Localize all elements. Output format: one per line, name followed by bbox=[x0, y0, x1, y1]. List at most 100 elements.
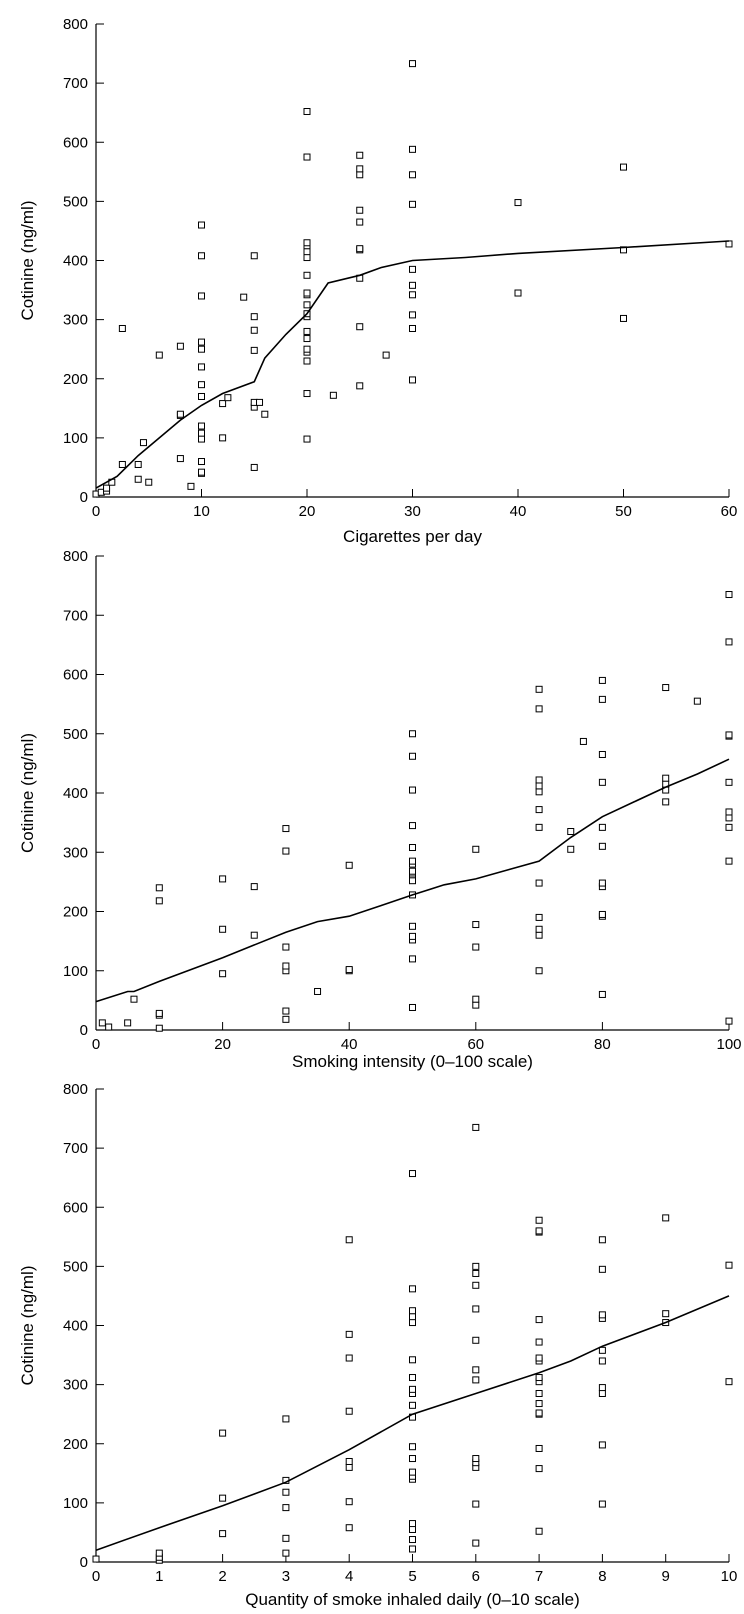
data-point bbox=[598, 1441, 606, 1449]
x-axis-label: Quantity of smoke inhaled daily (0–10 sc… bbox=[245, 1590, 580, 1609]
data-point bbox=[250, 326, 258, 334]
data-point bbox=[282, 847, 290, 855]
y-tick-label: 800 bbox=[63, 1081, 88, 1098]
y-tick-label: 600 bbox=[63, 1199, 88, 1216]
y-axis-label: Cotinine (ng/ml) bbox=[18, 201, 37, 321]
data-point bbox=[409, 867, 416, 875]
data-point bbox=[382, 351, 390, 359]
y-tick-label: 800 bbox=[63, 548, 88, 565]
data-point bbox=[282, 825, 290, 833]
data-point bbox=[282, 1549, 290, 1557]
data-point bbox=[329, 391, 337, 399]
x-tick-label: 0 bbox=[92, 1036, 100, 1053]
y-tick-label: 500 bbox=[63, 193, 88, 210]
data-point bbox=[198, 338, 205, 346]
data-point bbox=[598, 750, 606, 758]
data-point bbox=[535, 1400, 543, 1408]
data-point bbox=[250, 883, 258, 891]
data-point bbox=[535, 1465, 543, 1473]
data-point bbox=[155, 1024, 163, 1032]
data-point bbox=[409, 1545, 416, 1553]
x-tick-label: 5 bbox=[408, 1568, 416, 1585]
data-point bbox=[409, 1536, 416, 1544]
x-tick-label: 60 bbox=[467, 1036, 484, 1053]
data-point bbox=[472, 1376, 480, 1384]
data-point bbox=[198, 363, 205, 371]
fit-line bbox=[95, 240, 730, 489]
x-tick-label: 0 bbox=[92, 1568, 100, 1585]
data-point bbox=[598, 879, 606, 887]
data-point bbox=[198, 458, 205, 466]
data-point bbox=[139, 439, 147, 447]
data-point bbox=[155, 897, 163, 905]
data-point bbox=[535, 806, 543, 814]
y-tick-label: 300 bbox=[63, 1377, 88, 1394]
data-point bbox=[240, 293, 248, 301]
data-point bbox=[198, 292, 205, 300]
data-point bbox=[282, 1504, 290, 1512]
data-point bbox=[535, 1527, 543, 1535]
data-point bbox=[176, 455, 184, 463]
data-point bbox=[598, 1236, 606, 1244]
data-point bbox=[356, 171, 364, 179]
data-point bbox=[472, 1336, 480, 1344]
data-point bbox=[282, 962, 290, 970]
x-tick-label: 9 bbox=[662, 1568, 670, 1585]
data-point bbox=[598, 990, 606, 998]
x-tick-label: 2 bbox=[218, 1568, 226, 1585]
data-point bbox=[693, 697, 701, 705]
data-point bbox=[409, 877, 416, 885]
data-point bbox=[409, 1285, 416, 1293]
data-point bbox=[409, 311, 416, 319]
data-point bbox=[303, 357, 311, 365]
data-point bbox=[345, 1236, 353, 1244]
data-point bbox=[725, 731, 733, 739]
fit-line bbox=[95, 1295, 730, 1551]
data-point bbox=[356, 218, 364, 226]
data-point bbox=[514, 289, 522, 297]
data-point bbox=[409, 60, 416, 68]
data-point bbox=[124, 1019, 132, 1027]
data-point bbox=[409, 1385, 416, 1393]
x-tick-label: 60 bbox=[721, 503, 738, 520]
data-point bbox=[219, 434, 227, 442]
x-tick-label: 10 bbox=[721, 1568, 738, 1585]
y-tick-label: 700 bbox=[63, 1140, 88, 1157]
x-axis-label: Smoking intensity (0–100 scale) bbox=[292, 1052, 533, 1071]
data-point bbox=[250, 313, 258, 321]
y-tick-label: 500 bbox=[63, 1258, 88, 1275]
data-point bbox=[409, 1307, 416, 1315]
data-point bbox=[472, 995, 480, 1003]
data-point bbox=[409, 1356, 416, 1364]
y-axis-label: Cotinine (ng/ml) bbox=[18, 733, 37, 853]
data-point bbox=[598, 1357, 606, 1365]
y-tick-label: 700 bbox=[63, 607, 88, 624]
data-point bbox=[198, 381, 205, 389]
data-point bbox=[345, 1457, 353, 1465]
data-point bbox=[409, 1468, 416, 1476]
data-point bbox=[224, 394, 232, 402]
data-point bbox=[98, 1019, 106, 1027]
data-point bbox=[598, 1384, 606, 1392]
data-point bbox=[535, 967, 543, 975]
data-point bbox=[409, 1003, 416, 1011]
data-point bbox=[662, 774, 670, 782]
data-point bbox=[472, 1123, 480, 1131]
data-point bbox=[598, 1311, 606, 1319]
x-tick-label: 10 bbox=[193, 503, 210, 520]
data-point bbox=[198, 429, 205, 437]
data-point bbox=[598, 1265, 606, 1273]
data-point bbox=[725, 240, 733, 248]
data-point bbox=[198, 345, 205, 353]
data-point bbox=[535, 1338, 543, 1346]
data-point bbox=[219, 1494, 227, 1502]
x-axis-label: Cigarettes per day bbox=[343, 527, 482, 546]
data-point bbox=[535, 925, 543, 933]
data-point bbox=[598, 676, 606, 684]
x-tick-label: 4 bbox=[345, 1568, 353, 1585]
data-point bbox=[282, 943, 290, 951]
x-tick-label: 20 bbox=[299, 503, 316, 520]
data-point bbox=[409, 786, 416, 794]
data-point bbox=[535, 931, 543, 939]
data-point bbox=[725, 1261, 733, 1269]
